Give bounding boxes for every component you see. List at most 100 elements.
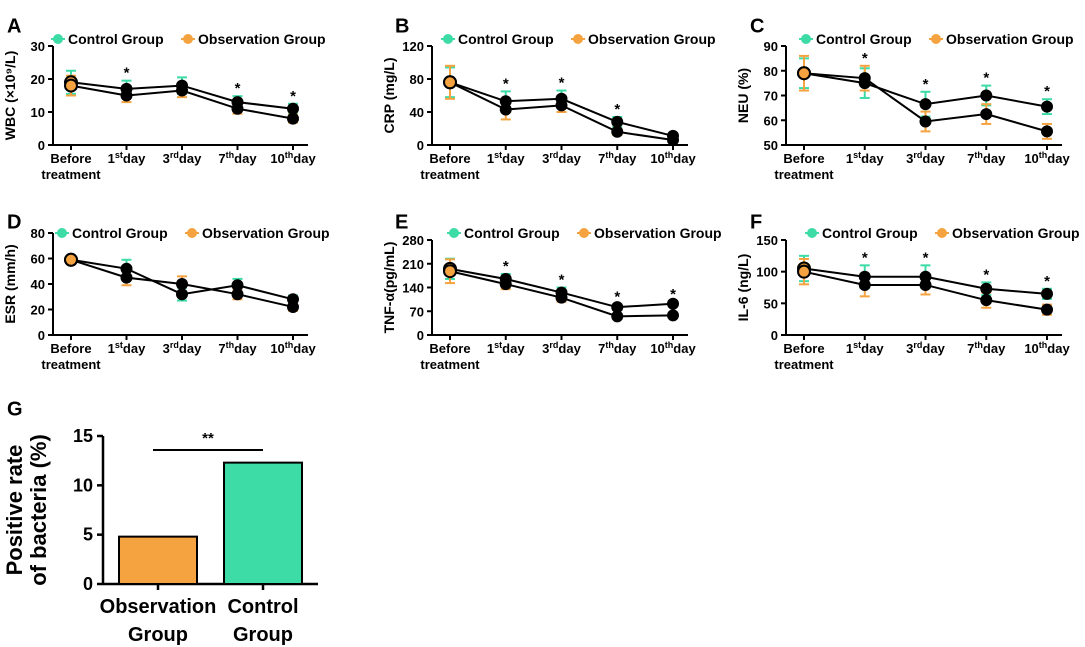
- control-data-point: [1041, 100, 1053, 113]
- x-tick-label: 1stday: [846, 150, 884, 166]
- legend-label-observation: Observation Group: [198, 31, 326, 47]
- legend-label-control: Control Group: [458, 31, 554, 47]
- observation-data-point: [797, 264, 811, 279]
- legend-marker-observation: [183, 34, 193, 44]
- x-tick-label: 7thday: [598, 150, 637, 166]
- significance-star: *: [235, 80, 241, 97]
- x-tick-label: 3rdday: [906, 340, 945, 356]
- observation-data-point: [980, 108, 993, 121]
- legend: Control Group Observation Group: [55, 225, 330, 241]
- legend-label-observation: Observation Group: [588, 31, 716, 47]
- significance-star: *: [1044, 273, 1050, 290]
- x-tick-label: 3rdday: [163, 340, 202, 356]
- legend-marker-control: [57, 228, 67, 238]
- control-data-point: [176, 288, 188, 301]
- y-tick-label: 40: [31, 277, 45, 292]
- legend-label-control: Control Group: [822, 225, 918, 241]
- observation-data-point: [919, 115, 932, 128]
- x-tick-label: 10thday: [650, 150, 696, 166]
- panel-g: G 0 5 10 15 Positive rateof bacteria (%) Obser…: [2, 399, 318, 646]
- legend-label-observation: Observation Group: [594, 225, 722, 241]
- panel-d: D 0 20 40 60 80 Before treatment 1stday 3rdday 7th…: [2, 212, 330, 372]
- observation-data-point: [667, 134, 679, 147]
- x-tick-label: Before treatment: [774, 341, 834, 372]
- legend: Control Group Observation Group: [799, 31, 1074, 47]
- panel-c: C 50 60 70 80 90 Before treatment 1stday 3rdday 7t…: [735, 16, 1074, 182]
- x-tick-label: 10thday: [1024, 340, 1070, 356]
- legend-item-observation: Observation Group: [929, 31, 1074, 47]
- significance-star: *: [559, 75, 565, 92]
- panel-label: A: [7, 16, 21, 38]
- y-tick-label: 140: [402, 281, 424, 296]
- x-tick-label: Before treatment: [774, 151, 834, 182]
- observation-data-point: [611, 310, 624, 323]
- significance-star: *: [862, 50, 868, 67]
- legend-label-control: Control Group: [68, 31, 164, 47]
- y-tick-label: 0: [417, 138, 424, 153]
- observation-data-point: [64, 252, 78, 267]
- y-tick-label: 90: [764, 39, 778, 54]
- control-data-point: [1041, 287, 1053, 300]
- y-tick-label: 280: [402, 233, 424, 248]
- y-tick-label: 20: [31, 303, 45, 318]
- y-tick-label: 50: [764, 296, 778, 311]
- legend-item-control: Control Group: [805, 225, 918, 241]
- panel-label: E: [395, 212, 408, 234]
- significance-star: *: [290, 88, 296, 105]
- legend-marker-observation: [931, 34, 941, 44]
- observation-data-point: [287, 112, 299, 125]
- y-axis-label: CRP (mg/L): [381, 58, 397, 134]
- legend-item-control: Control Group: [799, 31, 912, 47]
- panel-a: A 0 10 20 30 Before treatment 1stday 3rdday 7thda…: [2, 16, 326, 182]
- observation-data-point: [443, 264, 457, 279]
- y-tick-label: 10: [73, 475, 93, 495]
- observation-data-point: [667, 309, 679, 322]
- control-data-point: [667, 297, 679, 310]
- control-data-point: [611, 115, 624, 128]
- x-tick-label: 10thday: [270, 340, 316, 356]
- panel-label: B: [395, 16, 409, 38]
- y-tick-label: 80: [764, 64, 778, 79]
- x-tick-label: 3rdday: [542, 340, 581, 356]
- y-tick-label: 5: [83, 525, 93, 545]
- x-tick-label: 3rdday: [906, 150, 945, 166]
- panel-label: F: [750, 212, 762, 234]
- legend-marker-observation: [579, 228, 589, 238]
- y-tick-label: 20: [31, 72, 45, 87]
- legend-label-control: Control Group: [464, 225, 560, 241]
- control-data-point: [919, 98, 932, 111]
- significance-star: *: [983, 266, 989, 283]
- legend-marker-observation: [937, 228, 947, 238]
- y-tick-label: 40: [410, 105, 424, 120]
- x-tick-label: 1stday: [108, 340, 146, 356]
- legend-label-control: Control Group: [72, 225, 168, 241]
- legend-item-control: Control Group: [55, 225, 168, 241]
- bar-observation-group: [118, 535, 198, 586]
- y-tick-label: 15: [73, 426, 93, 446]
- y-tick-label: 70: [764, 89, 778, 104]
- x-tick-label: 10thday: [270, 150, 316, 166]
- observation-data-point: [858, 278, 871, 291]
- x-tick-label: 7thday: [967, 150, 1006, 166]
- bar-control-group: [223, 461, 303, 586]
- y-tick-label: 30: [31, 39, 45, 54]
- y-axis-label: TNF-α(pg/mL): [381, 242, 397, 334]
- legend-marker-observation: [187, 228, 197, 238]
- significance-star: *: [614, 101, 620, 118]
- x-tick-label: 3rdday: [542, 150, 581, 166]
- y-tick-label: 80: [410, 72, 424, 87]
- x-tick-label: Before treatment: [420, 341, 480, 372]
- x-tick-label: 10thday: [650, 340, 696, 356]
- legend-marker-control: [807, 228, 817, 238]
- y-tick-label: 150: [756, 233, 778, 248]
- observation-data-point: [555, 99, 568, 112]
- significance-star: *: [503, 75, 509, 92]
- legend-label-observation: Observation Group: [952, 225, 1080, 241]
- x-tick-label: 10thday: [1024, 150, 1070, 166]
- legend-marker-control: [801, 34, 811, 44]
- y-tick-label: 10: [31, 105, 45, 120]
- x-tick-label: Before treatment: [420, 151, 480, 182]
- significance-star: *: [503, 258, 509, 275]
- y-tick-label: 0: [417, 328, 424, 343]
